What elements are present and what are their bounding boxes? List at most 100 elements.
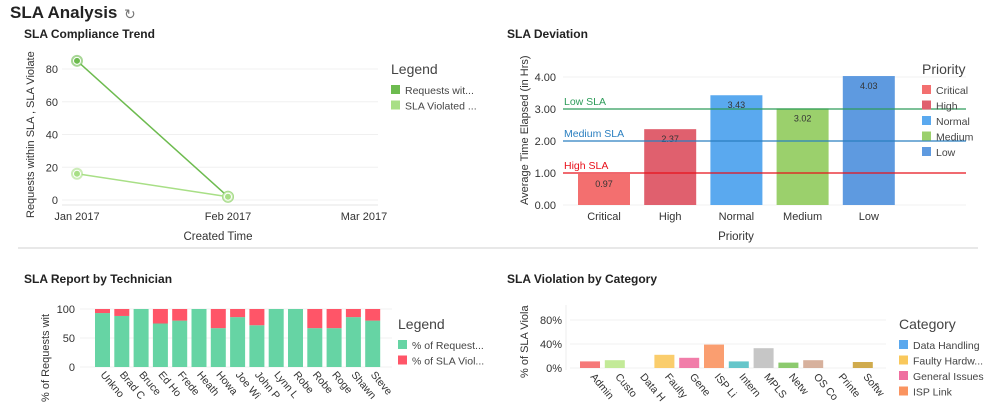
bar-segment	[365, 320, 381, 367]
y-tick-label: 0%	[546, 363, 562, 375]
bar	[644, 129, 697, 205]
x-tick-label: Gene	[687, 371, 713, 399]
bar-segment	[172, 320, 188, 367]
bar	[776, 108, 829, 205]
bar-segment	[365, 309, 381, 321]
legend-swatch	[922, 116, 931, 125]
bar-segment	[191, 309, 207, 367]
x-axis-label: Priority	[718, 231, 754, 243]
bar-segment	[230, 317, 246, 367]
y-tick-label: 50	[63, 333, 75, 345]
data-point-dot	[225, 193, 231, 200]
series-line	[76, 173, 229, 198]
x-tick-label: Data H	[637, 371, 667, 402]
bar-segment	[307, 328, 323, 367]
legend-item: % of SLA Viol...	[412, 356, 484, 368]
page-title: SLA Analysis	[10, 3, 118, 22]
y-tick-label: 20	[46, 162, 58, 174]
bar	[580, 361, 600, 368]
refresh-icon[interactable]: ↻	[124, 6, 136, 22]
legend-swatch	[398, 355, 407, 365]
legend-swatch	[899, 386, 908, 396]
y-tick-label: 40	[46, 130, 58, 142]
bar-segment	[95, 309, 110, 314]
legend-swatch	[899, 371, 908, 380]
bar-segment	[210, 328, 226, 367]
x-tick-label: Normal	[719, 211, 754, 223]
legend-item: Critical	[936, 85, 968, 97]
y-tick-label: 60	[46, 97, 58, 109]
bar	[679, 357, 700, 368]
bar-segment	[114, 315, 130, 367]
threshold-label: Low SLA	[564, 96, 606, 108]
x-tick-label: Low	[859, 211, 879, 223]
x-tick-label: Medium	[783, 211, 822, 223]
section-divider	[18, 247, 978, 249]
y-tick-label: 80	[46, 64, 58, 76]
y-tick-label: 0	[52, 195, 58, 207]
bar-segment	[288, 309, 303, 367]
x-tick-label: Admin	[588, 371, 616, 402]
bar-segment	[230, 309, 246, 318]
legend-item: Faulty Hardw...	[913, 356, 983, 368]
bar	[604, 360, 625, 368]
legend-item: Data Handling	[913, 340, 980, 352]
bar	[852, 362, 873, 368]
y-tick-label: 3.00	[535, 104, 556, 116]
legend-swatch	[398, 340, 407, 349]
bar-segment	[326, 328, 342, 367]
bar	[654, 354, 675, 368]
bar-segment	[172, 309, 188, 321]
bar-segment	[249, 309, 265, 326]
legend-swatch	[899, 355, 908, 365]
legend-title: Legend	[391, 61, 438, 77]
bar-segment	[345, 317, 361, 367]
x-tick-label: Roge	[329, 369, 354, 396]
legend-swatch	[922, 131, 931, 141]
y-tick-label: 100	[57, 304, 75, 316]
bar-segment	[133, 309, 149, 367]
y-tick-label: 80%	[540, 315, 562, 327]
legend-swatch	[391, 100, 400, 110]
y-axis-label: % of SLA Viola	[519, 305, 531, 378]
bar-segment	[152, 323, 168, 367]
x-tick-label: High	[659, 211, 682, 223]
chart-title-category: SLA Violation by Category	[507, 272, 658, 286]
bar-segment	[345, 309, 361, 318]
data-label: 4.03	[860, 81, 878, 91]
y-axis-label: % of Requests wit	[40, 314, 52, 402]
y-tick-label: 0	[69, 362, 75, 374]
y-tick-label: 2.00	[535, 136, 556, 148]
legend-item: % of Request...	[412, 340, 484, 352]
legend-item: General Issues	[913, 371, 984, 383]
bar	[704, 344, 724, 368]
bar	[778, 362, 799, 368]
y-tick-label: 0.00	[535, 200, 556, 212]
y-axis-label: Requests within SLA , SLA Violate	[25, 51, 37, 218]
legend-item: SLA Violated ...	[405, 101, 477, 113]
x-tick-label: Robe	[310, 369, 335, 396]
legend-item: ISP Link	[913, 387, 953, 399]
bar	[710, 95, 763, 205]
data-point-dot	[74, 57, 80, 64]
x-tick-label: Critical	[587, 211, 621, 223]
threshold-label: High SLA	[564, 160, 608, 172]
x-tick-label: Netw	[786, 371, 811, 397]
legend-swatch	[922, 100, 931, 110]
bar-segment	[307, 309, 323, 329]
series-line	[76, 60, 229, 198]
chart-title-compliance-trend: SLA Compliance Trend	[24, 27, 155, 41]
x-tick-label: Jan 2017	[54, 211, 99, 223]
y-tick-label: 4.00	[535, 72, 556, 84]
x-tick-label: MPLS	[761, 371, 789, 401]
chart-title-technician: SLA Report by Technician	[24, 272, 173, 286]
legend-item: High	[936, 101, 958, 113]
y-tick-label: 40%	[540, 339, 562, 351]
legend-item: Low	[936, 147, 956, 159]
legend-swatch	[922, 85, 931, 94]
data-label: 3.43	[728, 100, 746, 110]
x-tick-label: ISP Li	[712, 371, 739, 400]
legend-swatch	[391, 85, 400, 94]
bar	[803, 360, 824, 368]
